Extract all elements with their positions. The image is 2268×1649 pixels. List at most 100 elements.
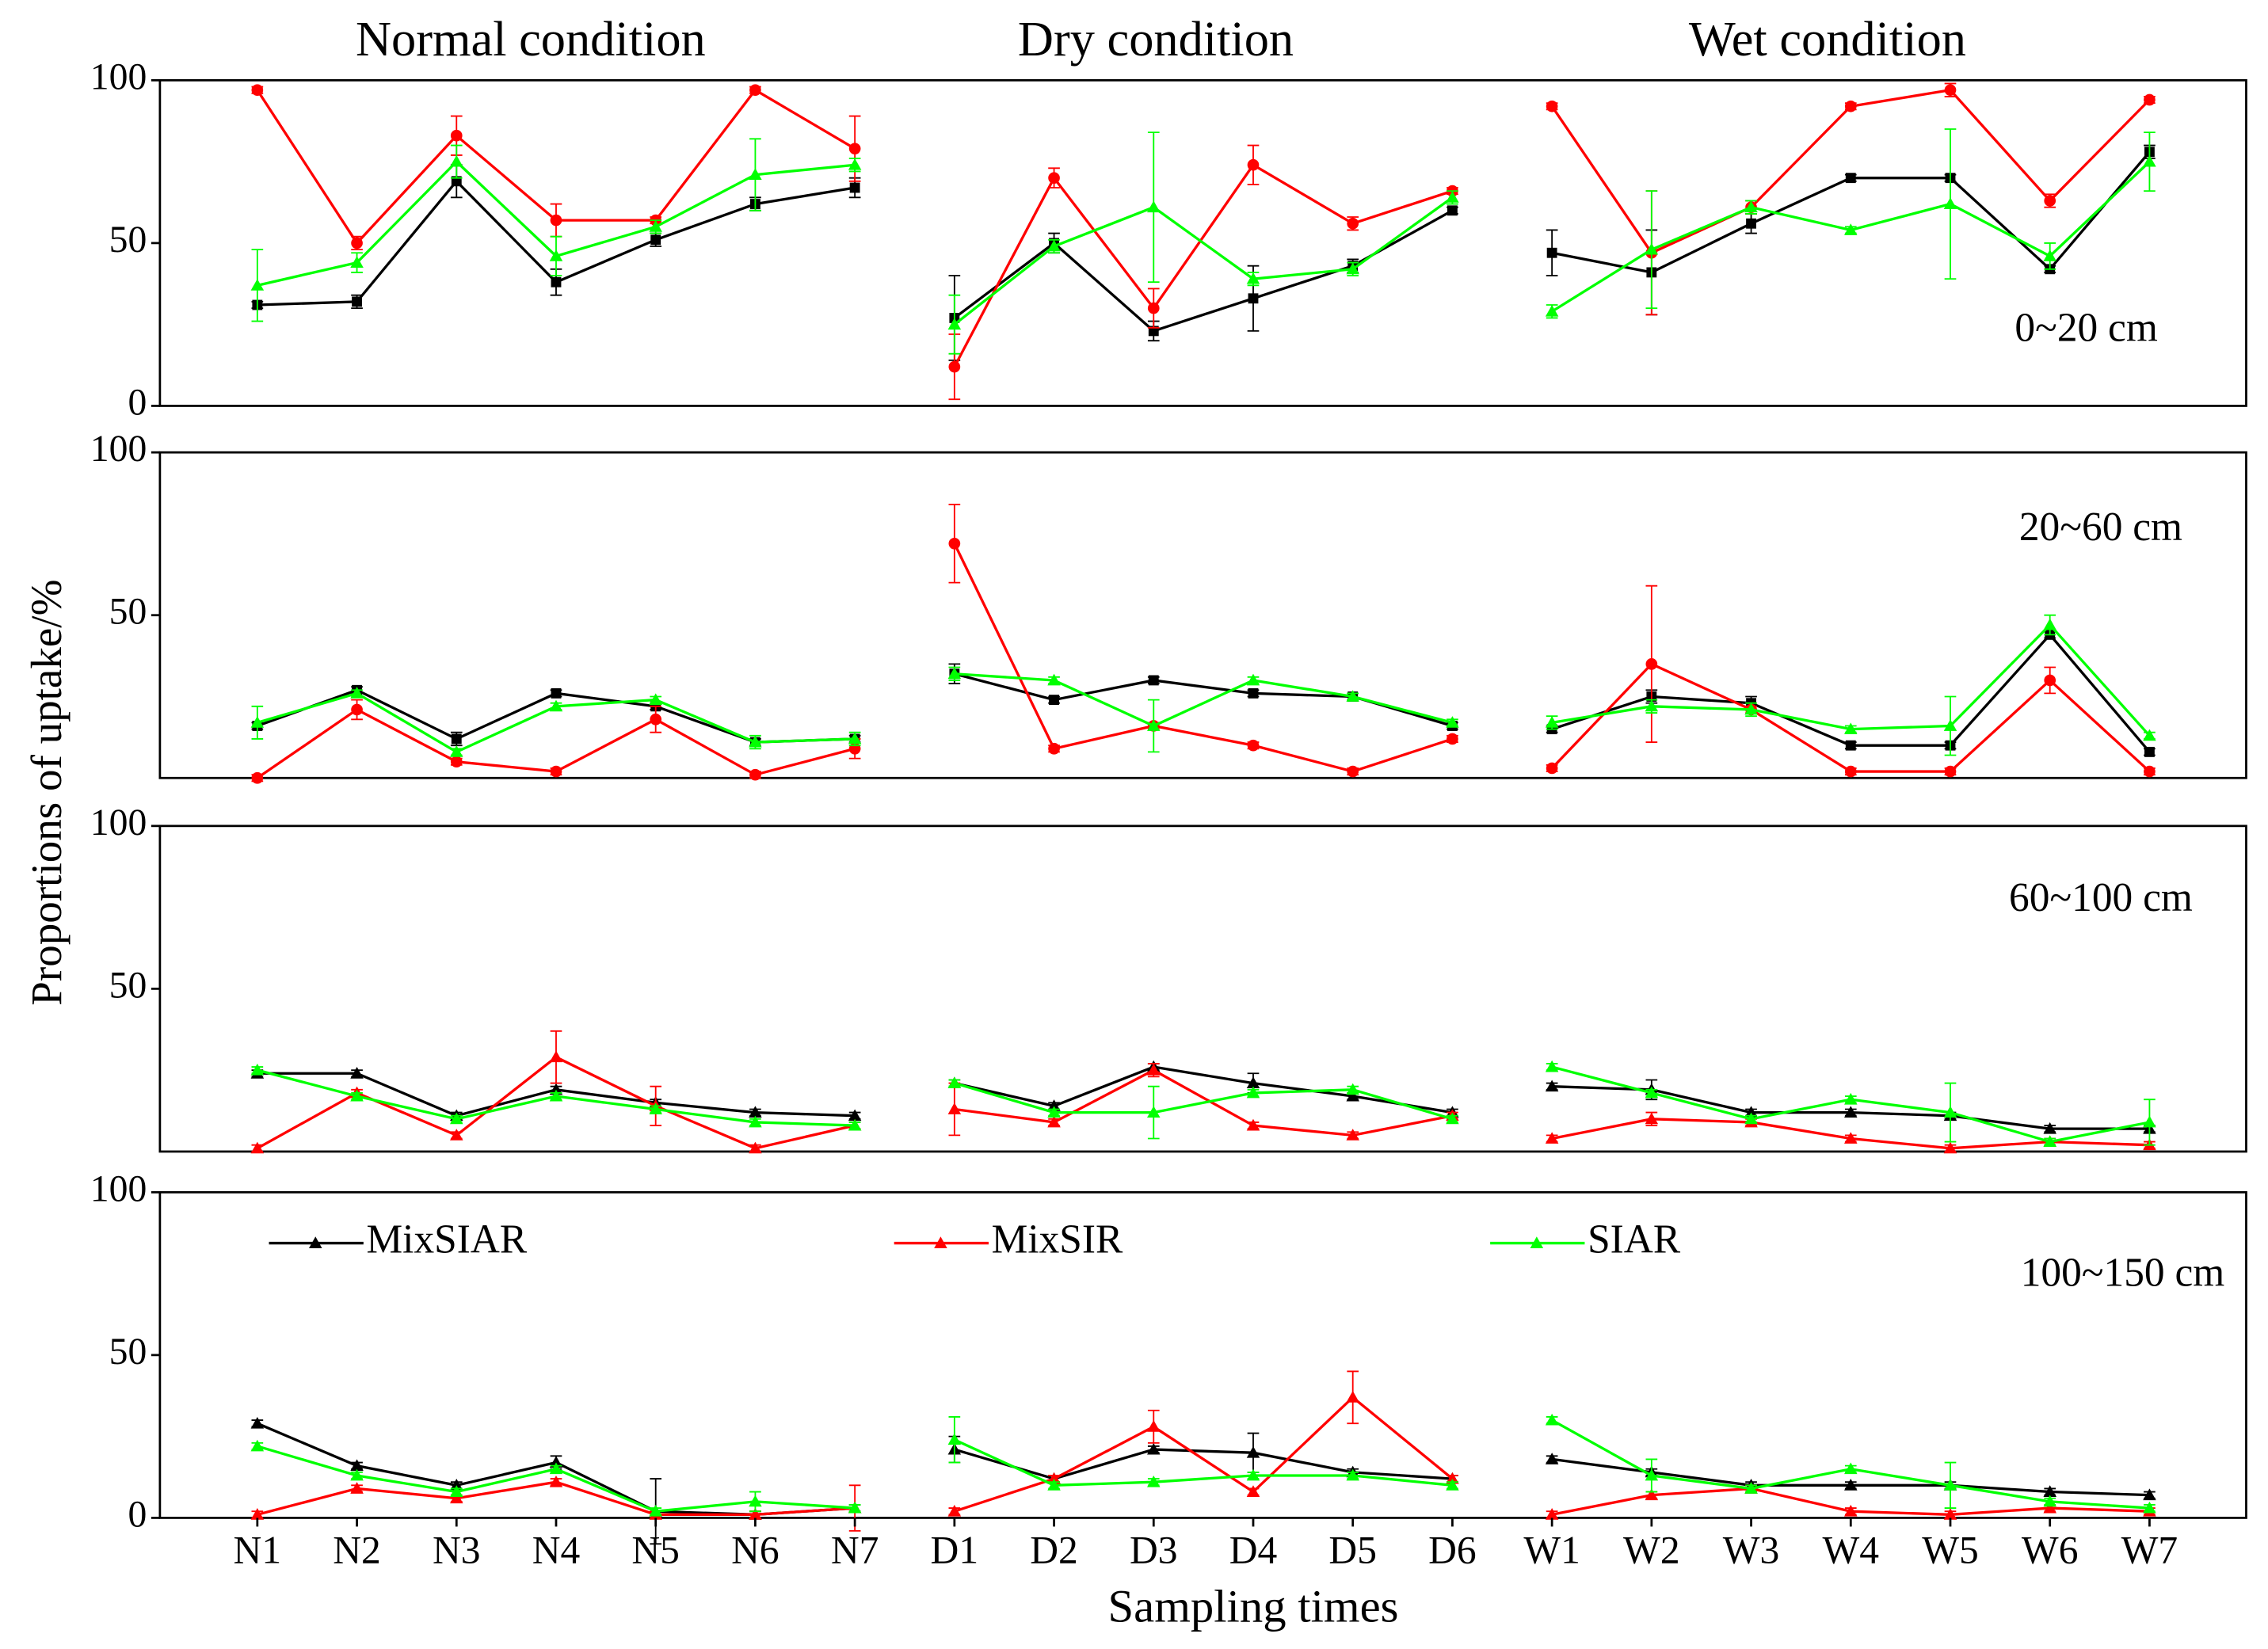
marker xyxy=(350,1468,364,1481)
marker xyxy=(947,667,962,680)
marker xyxy=(848,1109,862,1122)
marker xyxy=(948,360,961,373)
marker xyxy=(1248,293,1259,304)
marker xyxy=(1047,673,1061,686)
marker xyxy=(551,687,562,699)
marker xyxy=(551,276,562,288)
marker xyxy=(1845,740,1856,751)
marker xyxy=(1346,262,1359,275)
y-tick-label: 100 xyxy=(90,428,147,470)
x-tick-label: N2 xyxy=(333,1529,381,1572)
marker xyxy=(1645,1112,1659,1125)
marker xyxy=(549,1083,563,1095)
marker xyxy=(549,1462,563,1475)
marker xyxy=(1148,675,1159,686)
marker xyxy=(450,1491,463,1504)
marker xyxy=(549,249,563,261)
marker xyxy=(1047,1099,1061,1111)
marker xyxy=(350,1459,364,1472)
marker xyxy=(549,1050,563,1063)
marker xyxy=(451,733,462,745)
marker xyxy=(1446,1112,1459,1125)
series-line xyxy=(1551,632,2151,753)
marker xyxy=(2043,618,2056,630)
y-tick-label: 50 xyxy=(109,219,147,261)
marker xyxy=(1147,1063,1161,1076)
x-tick-label: W3 xyxy=(1723,1529,1780,1572)
marker xyxy=(749,1115,762,1128)
marker xyxy=(1844,1106,1858,1118)
x-tick-label: W5 xyxy=(1922,1529,1979,1572)
x-tick-label: D2 xyxy=(1030,1529,1078,1572)
marker xyxy=(1944,765,1957,778)
marker xyxy=(1246,1445,1260,1458)
marker xyxy=(1047,1472,1061,1484)
marker xyxy=(450,1129,463,1141)
series-line xyxy=(953,163,1453,368)
y-tick-label: 50 xyxy=(109,964,147,1006)
marker xyxy=(2043,249,2056,261)
marker xyxy=(250,279,265,291)
marker xyxy=(848,1501,862,1514)
marker xyxy=(1746,218,1756,229)
marker xyxy=(1246,272,1260,284)
marker xyxy=(549,1456,563,1468)
marker xyxy=(2043,1495,2056,1507)
marker xyxy=(848,143,861,155)
marker xyxy=(1744,1482,1758,1494)
marker xyxy=(1246,673,1260,686)
marker xyxy=(1545,1132,1559,1144)
panel-label: 20~60 cm xyxy=(2019,505,2182,550)
marker xyxy=(1447,733,1458,745)
x-tick-label: N3 xyxy=(433,1529,481,1572)
marker xyxy=(749,1508,762,1520)
marker xyxy=(1844,1092,1858,1105)
marker xyxy=(1247,739,1260,752)
marker xyxy=(1744,1106,1758,1118)
marker xyxy=(250,1508,265,1520)
marker xyxy=(2144,765,2156,778)
marker xyxy=(1447,205,1458,216)
marker xyxy=(2144,93,2156,106)
series-line xyxy=(954,1082,1453,1121)
marker xyxy=(1546,247,1557,258)
x-tick-label: D1 xyxy=(931,1529,979,1572)
y-tick-label: 100 xyxy=(90,1167,147,1209)
marker xyxy=(848,158,862,170)
x-tick-label: N4 xyxy=(532,1529,581,1572)
marker xyxy=(2143,154,2156,167)
legend-label: MixSIAR xyxy=(366,1217,527,1262)
x-tick-label: D5 xyxy=(1328,1529,1377,1572)
marker xyxy=(749,168,762,180)
panel-label: 0~20 cm xyxy=(2015,306,2158,351)
x-tick-label: W4 xyxy=(1823,1529,1880,1572)
marker xyxy=(947,1103,962,1114)
marker xyxy=(1048,172,1060,185)
marker xyxy=(1346,1468,1359,1481)
legend-label: SIAR xyxy=(1588,1217,1681,1262)
series-line xyxy=(953,543,1453,773)
x-axis-label: Sampling times xyxy=(1107,1580,1398,1632)
marker xyxy=(1845,173,1856,184)
marker xyxy=(549,1475,563,1487)
marker xyxy=(450,1112,463,1125)
marker xyxy=(947,1076,962,1089)
x-tick-label: W2 xyxy=(1623,1529,1680,1572)
marker xyxy=(450,745,463,757)
marker xyxy=(1645,658,1658,670)
marker xyxy=(2143,1115,2156,1128)
marker xyxy=(250,1416,265,1429)
marker xyxy=(749,1106,762,1118)
marker xyxy=(250,716,265,728)
marker xyxy=(1645,1086,1659,1099)
column-title: Normal condition xyxy=(356,12,706,67)
marker xyxy=(450,756,463,768)
marker xyxy=(550,765,562,778)
marker xyxy=(1246,1086,1260,1099)
marker xyxy=(649,220,662,232)
marker xyxy=(1844,1462,1858,1475)
marker xyxy=(650,713,662,725)
marker xyxy=(649,1103,662,1114)
y-tick-label: 100 xyxy=(90,55,147,97)
